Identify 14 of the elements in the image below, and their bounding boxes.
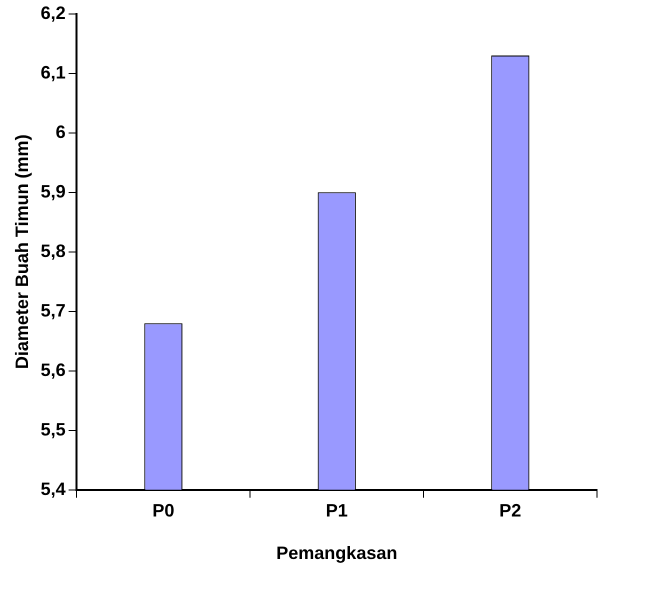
x-tick-label: P0 [152,500,174,521]
y-tick-label: 5,5 [40,419,66,440]
y-axis-title: Diameter Buah Timun (mm) [12,134,32,370]
y-tick-label: 5,6 [40,360,66,380]
x-axis-title: Pemangkasan [276,543,398,564]
y-tick-label: 6,1 [40,62,66,82]
y-tick-label: 5,8 [40,240,66,261]
y-tick-label: 6 [56,122,66,142]
y-tick-label: 5,7 [40,300,66,320]
x-tick-label: P2 [499,500,522,521]
x-tick-label: P1 [326,500,348,521]
y-tick-label: 5,9 [40,181,66,202]
y-tick-label: 5,4 [40,478,66,499]
y-tick-label: 6,2 [40,2,66,23]
